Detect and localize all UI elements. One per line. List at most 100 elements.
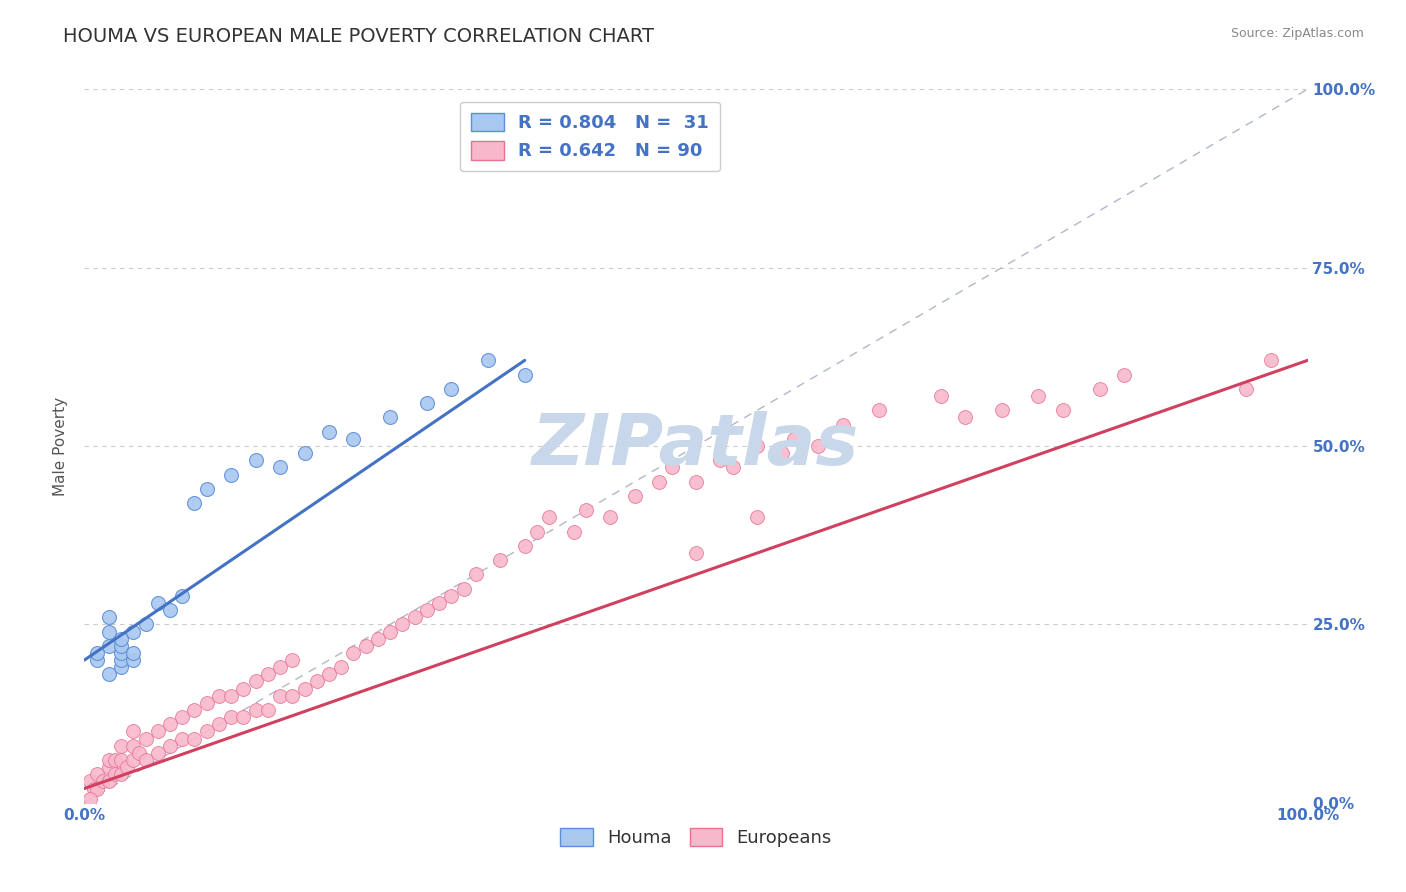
- Point: [342, 432, 364, 446]
- Point: [232, 710, 254, 724]
- Point: [110, 632, 132, 646]
- Point: [183, 731, 205, 746]
- Point: [269, 460, 291, 475]
- Point: [122, 753, 145, 767]
- Point: [1114, 368, 1136, 382]
- Point: [86, 646, 108, 660]
- Point: [159, 717, 181, 731]
- Point: [208, 717, 231, 731]
- Point: [440, 589, 463, 603]
- Point: [464, 567, 486, 582]
- Point: [97, 639, 120, 653]
- Point: [135, 753, 157, 767]
- Point: [146, 596, 169, 610]
- Point: [135, 731, 157, 746]
- Point: [747, 439, 769, 453]
- Point: [146, 724, 169, 739]
- Point: [648, 475, 671, 489]
- Point: [86, 781, 108, 796]
- Point: [440, 382, 463, 396]
- Point: [195, 696, 218, 710]
- Point: [721, 460, 744, 475]
- Point: [219, 710, 242, 724]
- Point: [110, 753, 132, 767]
- Point: [110, 639, 132, 653]
- Point: [183, 703, 205, 717]
- Point: [110, 767, 132, 781]
- Point: [245, 703, 267, 717]
- Point: [159, 603, 181, 617]
- Point: [929, 389, 952, 403]
- Point: [91, 774, 114, 789]
- Point: [83, 781, 105, 796]
- Point: [208, 689, 231, 703]
- Point: [281, 689, 304, 703]
- Point: [110, 646, 132, 660]
- Point: [97, 774, 120, 789]
- Point: [661, 460, 683, 475]
- Point: [104, 767, 127, 781]
- Point: [869, 403, 891, 417]
- Point: [562, 524, 585, 539]
- Point: [97, 624, 120, 639]
- Point: [146, 746, 169, 760]
- Point: [269, 689, 291, 703]
- Point: [122, 724, 145, 739]
- Point: [367, 632, 389, 646]
- Point: [599, 510, 621, 524]
- Point: [172, 589, 194, 603]
- Point: [122, 624, 145, 639]
- Legend: Houma, Europeans: Houma, Europeans: [550, 817, 842, 858]
- Point: [624, 489, 647, 503]
- Point: [128, 746, 150, 760]
- Point: [305, 674, 328, 689]
- Point: [1028, 389, 1050, 403]
- Point: [172, 731, 194, 746]
- Point: [115, 760, 138, 774]
- Point: [122, 646, 145, 660]
- Point: [97, 753, 120, 767]
- Point: [318, 425, 340, 439]
- Point: [172, 710, 194, 724]
- Point: [86, 767, 108, 781]
- Point: [97, 760, 120, 774]
- Point: [513, 539, 536, 553]
- Point: [104, 753, 127, 767]
- Point: [404, 610, 426, 624]
- Point: [330, 660, 353, 674]
- Point: [79, 792, 101, 806]
- Point: [122, 653, 145, 667]
- Point: [1088, 382, 1111, 396]
- Point: [135, 617, 157, 632]
- Point: [269, 660, 291, 674]
- Point: [110, 653, 132, 667]
- Point: [86, 653, 108, 667]
- Point: [354, 639, 377, 653]
- Point: [97, 610, 120, 624]
- Point: [538, 510, 561, 524]
- Text: HOUMA VS EUROPEAN MALE POVERTY CORRELATION CHART: HOUMA VS EUROPEAN MALE POVERTY CORRELATI…: [63, 27, 654, 45]
- Point: [953, 410, 976, 425]
- Point: [685, 475, 707, 489]
- Text: ZIPatlas: ZIPatlas: [533, 411, 859, 481]
- Point: [991, 403, 1014, 417]
- Point: [831, 417, 853, 432]
- Point: [318, 667, 340, 681]
- Point: [477, 353, 499, 368]
- Point: [257, 667, 280, 681]
- Point: [575, 503, 598, 517]
- Point: [416, 603, 439, 617]
- Point: [391, 617, 413, 632]
- Point: [1052, 403, 1074, 417]
- Point: [380, 624, 402, 639]
- Point: [110, 660, 132, 674]
- Point: [1236, 382, 1258, 396]
- Point: [685, 546, 707, 560]
- Point: [453, 582, 475, 596]
- Point: [232, 681, 254, 696]
- Point: [219, 689, 242, 703]
- Point: [195, 482, 218, 496]
- Point: [294, 446, 316, 460]
- Point: [245, 453, 267, 467]
- Point: [526, 524, 548, 539]
